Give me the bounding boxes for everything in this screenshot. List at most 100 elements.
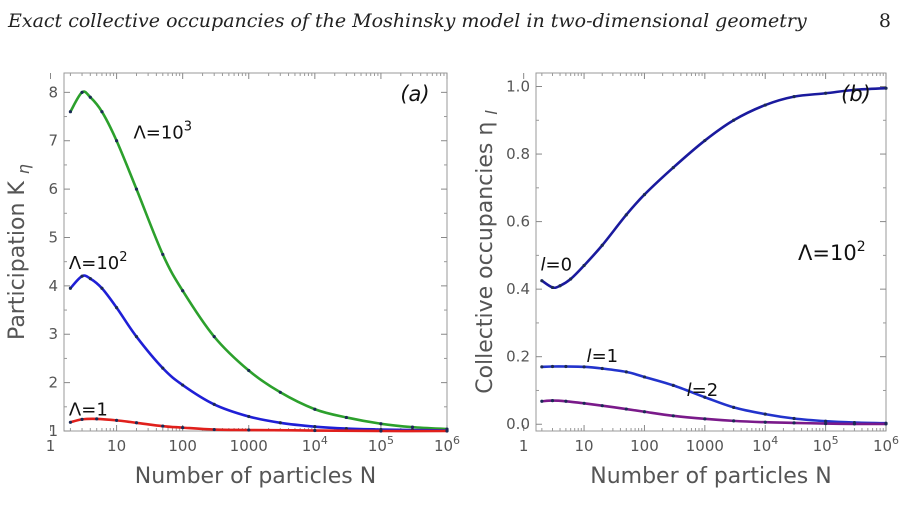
data-point [792, 416, 796, 421]
page-number: 8 [878, 10, 891, 32]
data-point [852, 422, 857, 426]
y-tick-label: 0.6 [506, 213, 530, 231]
data-point [600, 243, 604, 247]
page-header: Exact collective occupancies of the Mosh… [0, 0, 901, 40]
data-point [671, 383, 675, 388]
x-tick-label: 10 [575, 437, 594, 455]
data-point [732, 118, 736, 122]
data-point [134, 187, 139, 191]
x-tick-label: 1 [519, 437, 529, 455]
data-point [212, 335, 216, 339]
data-point [212, 427, 216, 432]
data-point [550, 399, 555, 403]
x-tick-label: 105 [813, 434, 839, 455]
data-point [68, 110, 73, 114]
y-tick-label: 4 [48, 277, 58, 295]
data-point [600, 366, 604, 371]
x-tick-label: 100 [630, 437, 659, 455]
data-point [212, 402, 216, 406]
series-label: Λ=103 [133, 119, 192, 143]
data-point [313, 428, 317, 433]
y-axis-label: Participation K η [5, 164, 33, 340]
data-point [68, 286, 73, 290]
data-point [600, 404, 604, 408]
series-line [540, 86, 888, 290]
panel-label: (a) [400, 82, 429, 106]
y-tick-label: 0.0 [506, 415, 530, 433]
data-point [278, 421, 282, 425]
data-point [379, 429, 383, 433]
data-point [624, 213, 628, 217]
data-point [134, 335, 139, 339]
series-label: l=0 [541, 255, 573, 276]
data-point [100, 110, 104, 114]
y-tick-label: 3 [48, 325, 58, 343]
series-line [69, 274, 449, 432]
data-point [642, 375, 647, 379]
plot-frame [535, 72, 887, 432]
x-tick-label: 105 [368, 434, 394, 455]
series-line [69, 90, 449, 431]
data-point [703, 417, 707, 421]
data-point [95, 417, 99, 421]
data-point [114, 418, 119, 422]
data-point [824, 91, 828, 95]
data-point [88, 95, 92, 99]
data-point [792, 421, 796, 425]
x-tick-label: 10 [107, 437, 126, 455]
data-point [824, 421, 828, 426]
data-point [161, 252, 165, 257]
x-tick-label: 104 [752, 434, 778, 455]
data-point [247, 414, 251, 419]
data-point [569, 277, 573, 281]
data-point [558, 284, 562, 288]
x-axis-label: Number of particles N [590, 464, 831, 489]
data-point [642, 192, 647, 197]
data-point [763, 103, 767, 107]
data-point [884, 422, 888, 426]
data-point [80, 274, 84, 278]
data-point [80, 90, 84, 94]
y-tick-label: 6 [48, 180, 58, 198]
data-point [313, 425, 317, 429]
data-point [624, 370, 628, 374]
data-point [379, 422, 383, 426]
data-point [80, 417, 84, 421]
x-tick-label: 106 [434, 434, 460, 455]
lambda-annotation: Λ=102 [798, 239, 866, 265]
data-point [181, 426, 185, 430]
y-tick-label: 0.2 [506, 348, 530, 366]
x-tick-label: 106 [873, 434, 899, 455]
data-point [852, 88, 857, 92]
y-tick-label: 5 [48, 228, 58, 246]
data-point [564, 399, 568, 403]
x-tick-label: 100 [168, 437, 197, 455]
figure-svg: 1 10 100 1000 104 105 106 1 2 3 4 5 6 7 8 Number of par… [5, 72, 899, 489]
y-axis-label: Collective occupancies η l [473, 110, 501, 394]
data-point [624, 407, 628, 411]
data-point [247, 428, 251, 432]
data-point [344, 415, 348, 420]
data-point [884, 86, 888, 90]
chart-panel-b: 1 10 100 1000 104 105 106 0.0 0.2 0.4 0.6 0.8 1.0 Num… [473, 72, 899, 489]
data-point [582, 365, 586, 369]
data-point [134, 421, 139, 425]
series-label: Λ=1 [69, 400, 108, 421]
data-point [540, 399, 544, 403]
x-tick-label: 1000 [230, 437, 268, 455]
data-point [642, 410, 647, 414]
data-point [550, 364, 555, 369]
data-point [410, 425, 415, 429]
data-point [703, 138, 707, 143]
y-tick-label: 0.8 [506, 145, 530, 163]
data-point [540, 279, 544, 283]
y-tick-label: 1.0 [506, 78, 530, 96]
data-point [540, 365, 544, 369]
data-point [564, 364, 568, 369]
y-tick-label: 2 [48, 374, 58, 392]
chart-panel-a: 1 10 100 1000 104 105 106 1 2 3 4 5 6 7 8 Number of par… [5, 72, 460, 489]
data-point [732, 419, 736, 423]
data-point [763, 420, 767, 424]
data-point [247, 368, 251, 373]
x-axis-label: Number of particles N [135, 464, 376, 489]
